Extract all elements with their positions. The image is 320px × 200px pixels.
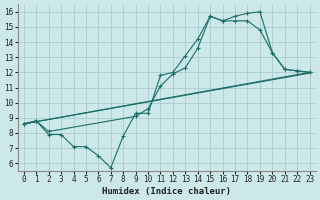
X-axis label: Humidex (Indice chaleur): Humidex (Indice chaleur) xyxy=(102,187,231,196)
